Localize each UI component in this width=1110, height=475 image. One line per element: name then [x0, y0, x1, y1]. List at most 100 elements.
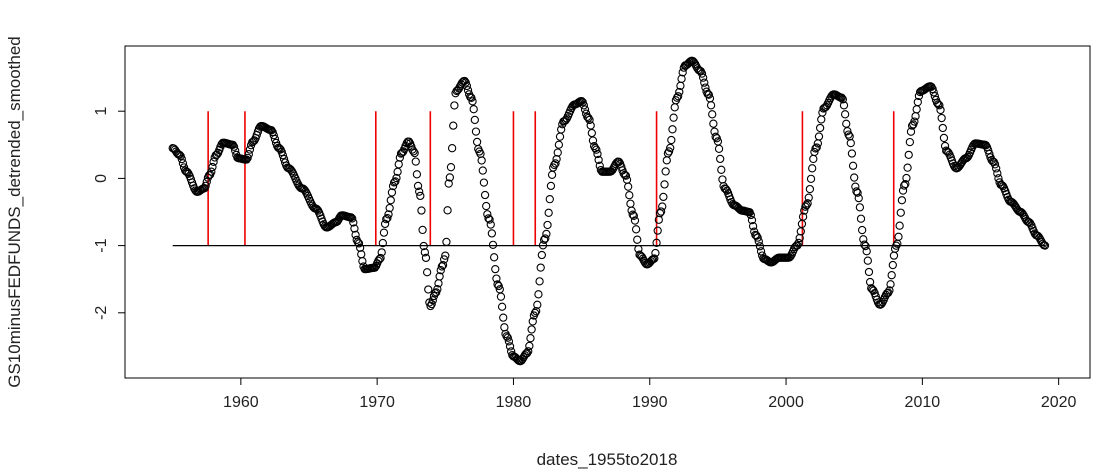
data-point [427, 299, 436, 309]
data-point [544, 208, 553, 217]
data-point [489, 253, 499, 262]
data-point [557, 125, 566, 134]
data-point [500, 323, 509, 332]
data-point [708, 110, 717, 119]
data-point [269, 131, 278, 140]
data-point [487, 229, 497, 238]
data-point [278, 151, 288, 160]
data-point [450, 101, 459, 110]
data-point [175, 150, 184, 160]
data-point [864, 267, 874, 277]
data-point [503, 333, 512, 342]
data-point [709, 119, 718, 128]
data-point [666, 143, 675, 153]
data-point [534, 290, 543, 299]
y-tick-label: 1 [93, 107, 110, 116]
data-point [637, 252, 646, 261]
data-point [477, 156, 486, 165]
data-point [468, 97, 477, 106]
data-point [580, 105, 590, 114]
data-point [863, 256, 872, 265]
data-point [535, 277, 544, 286]
data-point [902, 173, 911, 183]
data-point [810, 147, 819, 157]
data-point [440, 255, 449, 264]
data-point [721, 184, 730, 194]
data-point [935, 101, 944, 110]
data-point [861, 241, 870, 251]
data-point [533, 300, 542, 309]
data-point [526, 334, 535, 343]
data-point [846, 138, 855, 148]
data-point [808, 164, 817, 173]
data-point [445, 173, 454, 182]
data-point [847, 149, 857, 158]
x-tick-label: 1990 [632, 394, 668, 411]
data-point [471, 127, 481, 136]
data-point [706, 101, 716, 110]
data-point [843, 127, 852, 136]
data-point [858, 225, 867, 235]
data-point [212, 150, 222, 159]
data-point [1035, 233, 1044, 242]
data-point [390, 178, 399, 187]
data-point [467, 93, 476, 102]
data-point [536, 263, 545, 272]
data-point [522, 348, 532, 358]
data-point [630, 216, 640, 225]
data-point [497, 302, 507, 311]
data-point [663, 149, 673, 158]
data-point [447, 144, 457, 153]
data-point [668, 125, 677, 134]
data-point [887, 271, 896, 280]
data-point [660, 180, 669, 189]
data-point [754, 237, 763, 246]
data-point [411, 157, 420, 166]
data-point [853, 188, 862, 197]
data-point [817, 115, 826, 124]
data-point [443, 206, 452, 215]
data-point [483, 210, 492, 219]
data-point [896, 208, 905, 217]
data-point [862, 247, 871, 256]
data-point [585, 115, 594, 125]
data-point [936, 105, 945, 115]
data-point [907, 121, 917, 130]
data-point [385, 203, 394, 213]
data-point [704, 90, 713, 99]
data-point [358, 256, 367, 266]
data-point [877, 299, 886, 309]
data-point [577, 96, 586, 106]
data-point [628, 210, 637, 219]
x-tick-label: 1970 [359, 394, 395, 411]
data-point [496, 292, 506, 301]
data-point [524, 347, 533, 356]
data-point [629, 211, 638, 220]
data-point [242, 155, 251, 164]
data-point [689, 58, 699, 67]
data-point [885, 286, 894, 295]
data-point [703, 89, 712, 99]
data-point [579, 101, 589, 110]
y-tick-label: -2 [93, 306, 110, 320]
data-point [981, 141, 991, 150]
data-point [421, 253, 431, 263]
data-point [348, 214, 357, 223]
data-point [382, 215, 391, 224]
data-point [387, 188, 397, 197]
data-point [392, 173, 401, 183]
plot-box [124, 45, 1091, 379]
data-point [895, 221, 904, 230]
data-point [545, 195, 554, 204]
data-point [208, 162, 217, 172]
data-point [929, 88, 938, 97]
x-tick-label: 2010 [905, 394, 941, 411]
data-point [482, 201, 491, 211]
data-point [378, 238, 387, 248]
data-point [419, 241, 428, 251]
data-point [472, 137, 482, 147]
data-point [800, 206, 809, 215]
recession-markers [207, 111, 895, 246]
data-point [747, 215, 757, 225]
data-point [803, 199, 812, 208]
